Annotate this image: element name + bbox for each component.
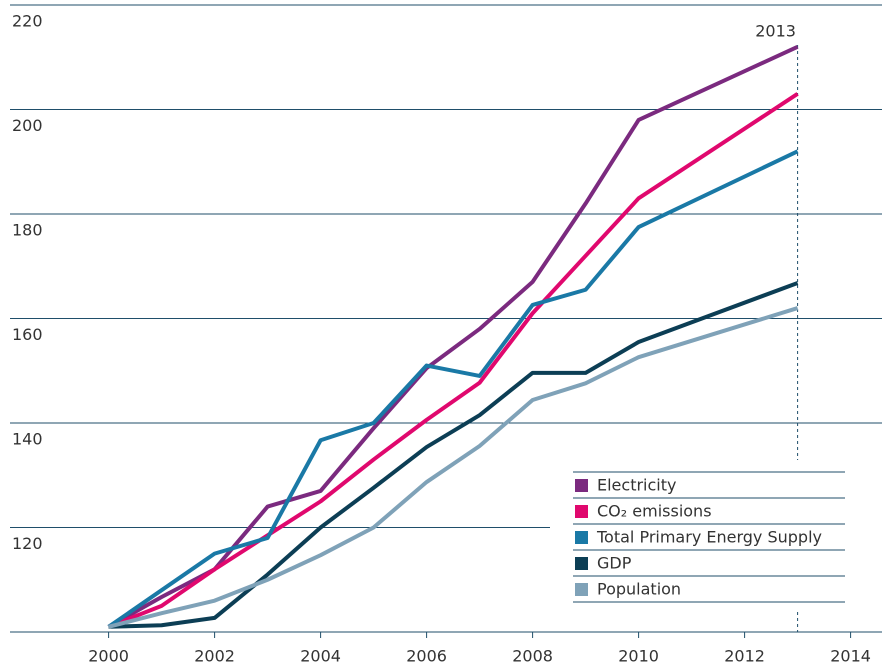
series-line xyxy=(108,281,799,629)
series-line xyxy=(108,306,799,629)
series-line xyxy=(107,149,799,629)
legend-swatch xyxy=(575,583,588,596)
legend-swatch xyxy=(575,557,588,570)
x-tick-label: 2008 xyxy=(512,647,553,666)
y-tick-label: 160 xyxy=(12,325,43,344)
x-tick-label: 2014 xyxy=(830,647,871,666)
x-tick-label: 2012 xyxy=(724,647,765,666)
y-tick-label: 180 xyxy=(12,221,43,240)
x-tick-label: 2010 xyxy=(618,647,659,666)
legend-swatch xyxy=(575,505,588,518)
y-tick-label: 200 xyxy=(12,116,43,135)
x-tick-label: 2002 xyxy=(194,647,235,666)
y-tick-label: 120 xyxy=(12,534,43,553)
x-tick-label: 2006 xyxy=(406,647,447,666)
legend-background xyxy=(550,462,890,612)
legend-label: GDP xyxy=(597,554,632,573)
legend-label: Electricity xyxy=(597,476,676,495)
legend-label: Total Primary Energy Supply xyxy=(596,528,822,547)
y-tick-label: 220 xyxy=(12,12,43,31)
legend-label: Population xyxy=(597,580,681,599)
series-line xyxy=(107,92,799,629)
annotation-label: 2013 xyxy=(755,22,796,41)
x-tick-label: 2004 xyxy=(300,647,341,666)
y-tick-label: 140 xyxy=(12,430,43,449)
legend-swatch xyxy=(575,479,588,492)
legend-swatch xyxy=(575,531,588,544)
x-tick-label: 2000 xyxy=(88,647,129,666)
legend-label: CO₂ emissions xyxy=(597,502,712,521)
